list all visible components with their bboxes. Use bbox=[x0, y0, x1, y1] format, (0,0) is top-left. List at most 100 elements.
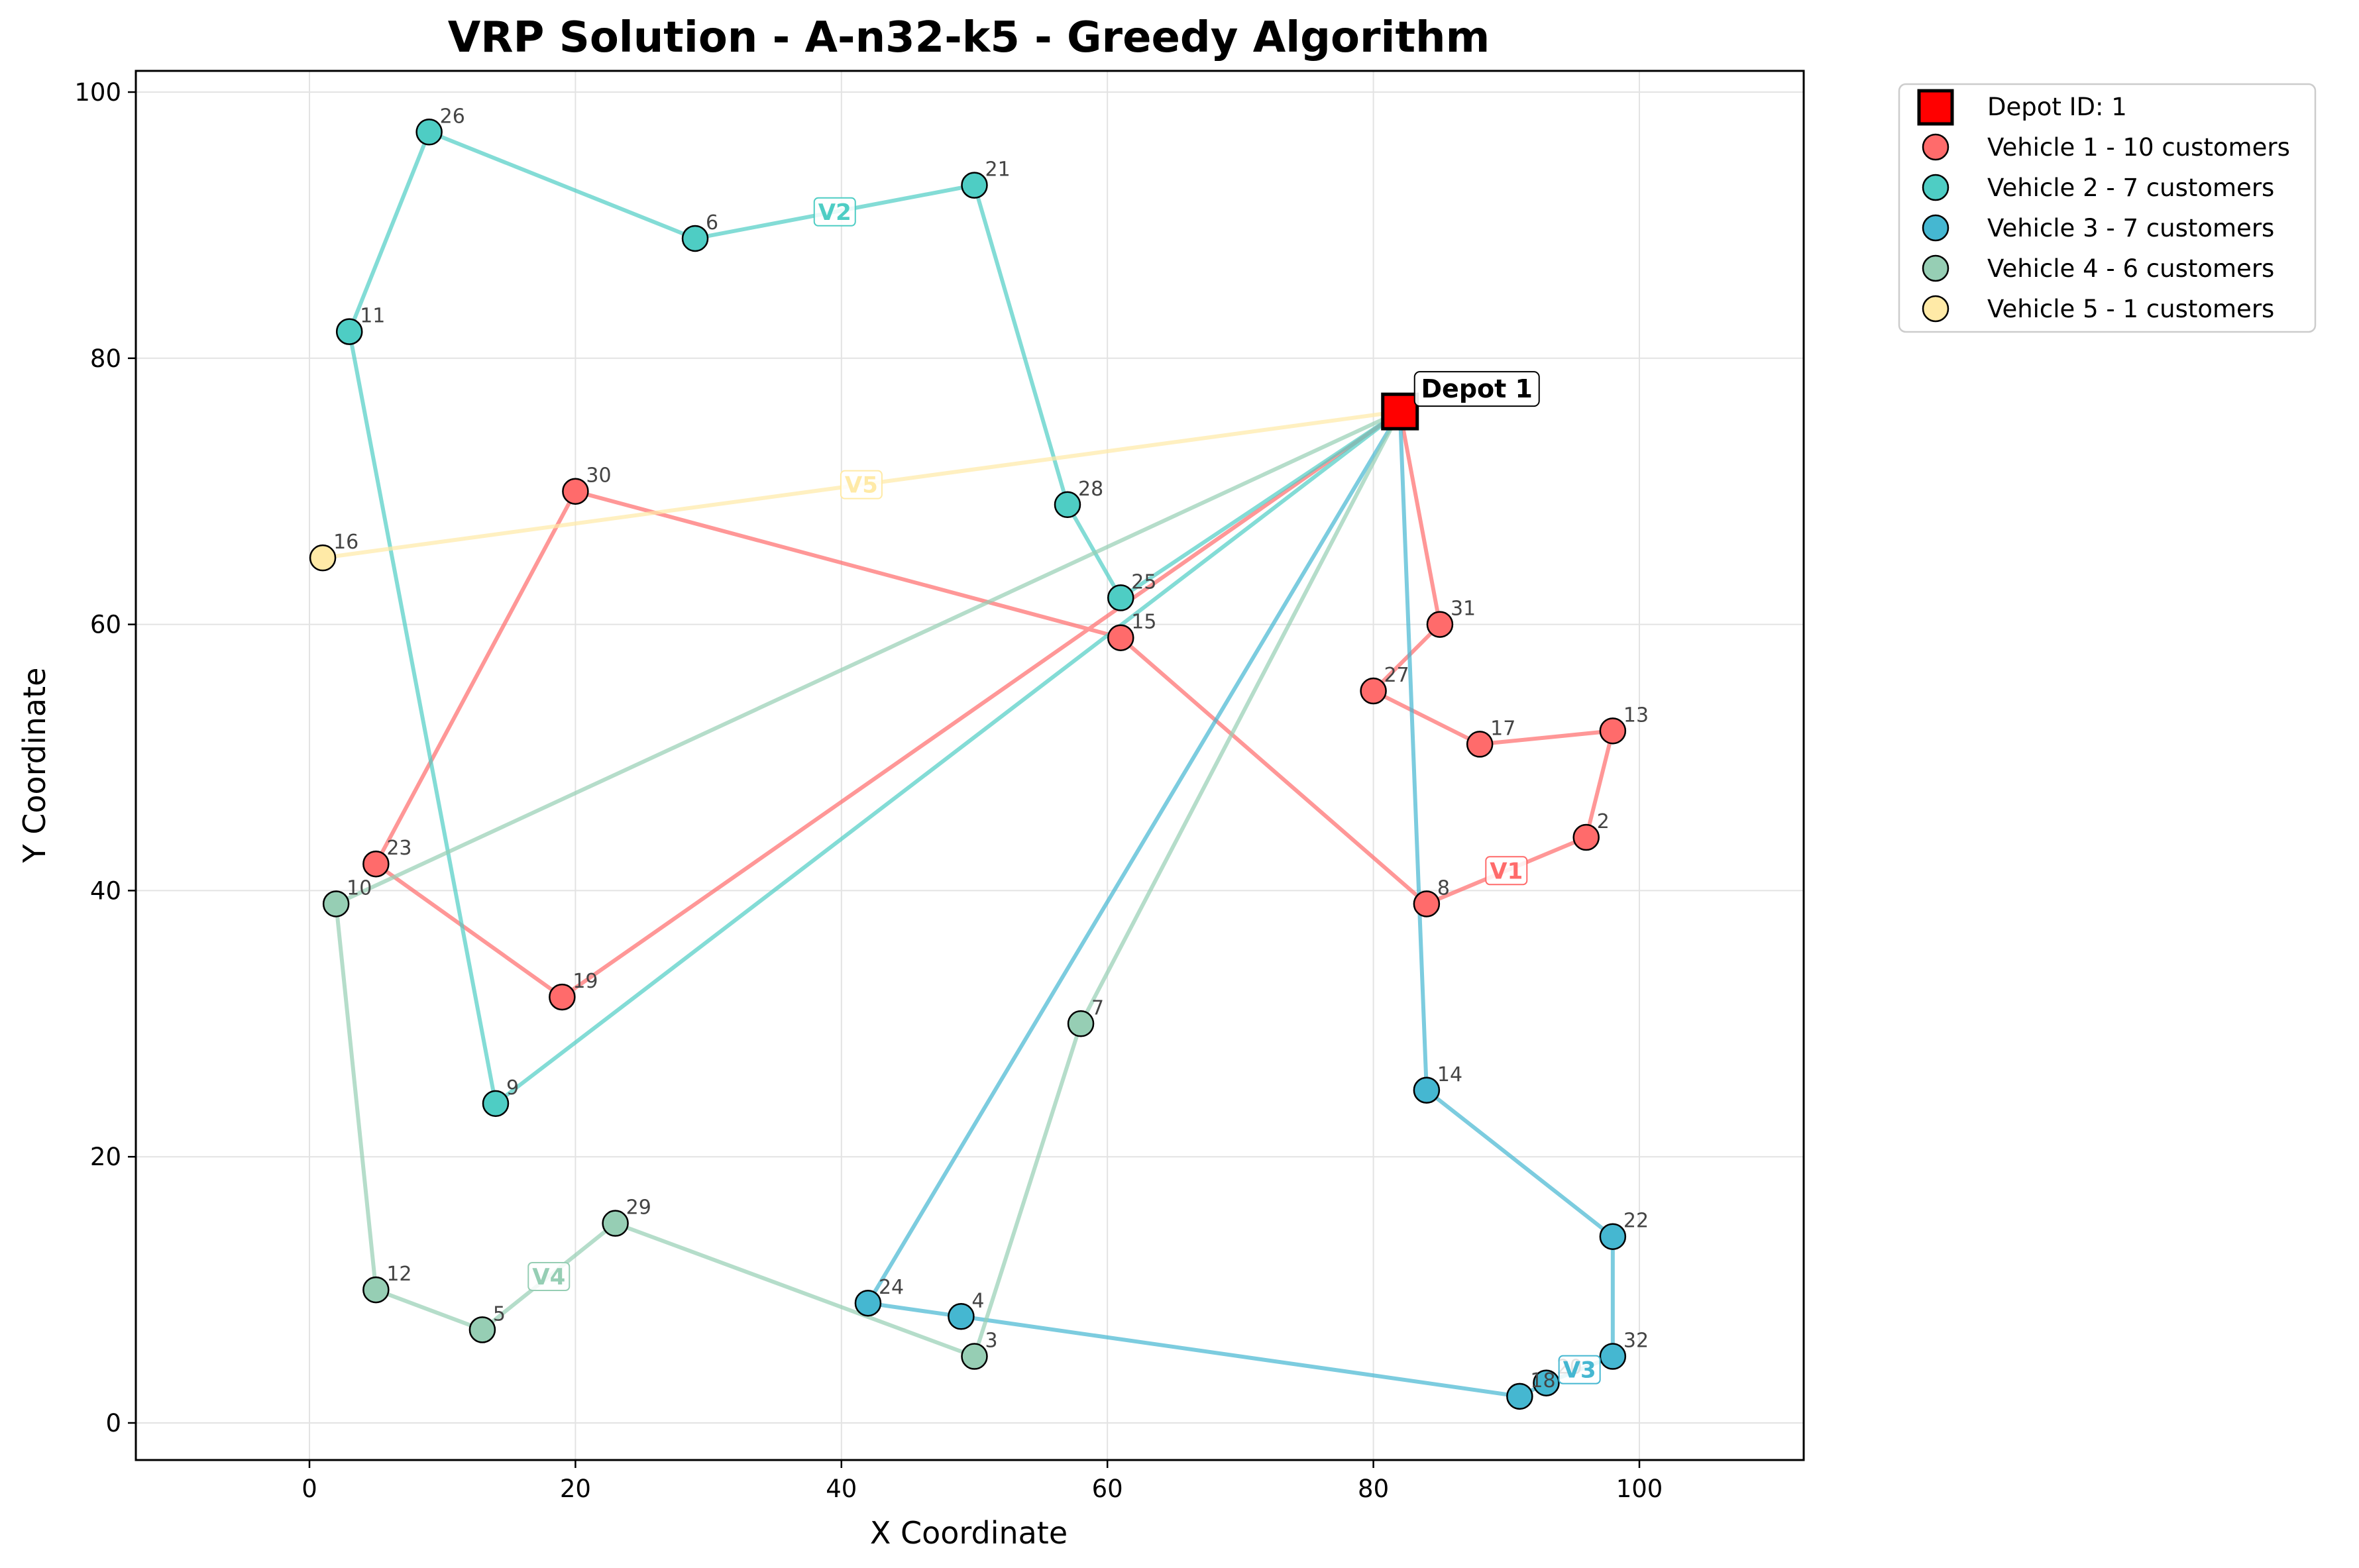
customer-id-label: 8 bbox=[1437, 876, 1450, 900]
customer-point bbox=[1466, 731, 1494, 758]
customer-id-label: 30 bbox=[586, 464, 611, 488]
customer-point bbox=[681, 225, 709, 252]
legend-entry-vehicle-4: Vehicle 4 - 6 customers bbox=[1987, 254, 2274, 283]
route-label-text: V5 bbox=[845, 472, 878, 499]
customer-id-label: 19 bbox=[573, 970, 598, 993]
customer-point bbox=[1360, 677, 1387, 705]
customer-point bbox=[1599, 1223, 1627, 1250]
customer-id-label: 9 bbox=[506, 1076, 519, 1100]
x-tick-label: 40 bbox=[826, 1475, 857, 1503]
legend-entry-vehicle-1: Vehicle 1 - 10 customers bbox=[1987, 133, 2290, 162]
route-label-box bbox=[1558, 1355, 1601, 1385]
route-label-vehicle-4: V4 bbox=[527, 1262, 571, 1292]
axis-ticks: 0 20 40 60 80 100 0 20 40 60 80 100 bbox=[74, 78, 1663, 1503]
customer-id-label: 32 bbox=[1623, 1330, 1649, 1353]
customer-point bbox=[1067, 1010, 1095, 1037]
customer-id-label: 5 bbox=[493, 1302, 506, 1326]
customer-point bbox=[309, 544, 337, 572]
customer-id-label: 31 bbox=[1451, 598, 1476, 621]
route-label-box bbox=[1485, 856, 1528, 886]
customer-point bbox=[1107, 584, 1134, 611]
route-label-box bbox=[840, 470, 883, 499]
legend-frame bbox=[1898, 83, 2317, 333]
customer-points bbox=[309, 119, 1627, 1410]
customer-id-label: 16 bbox=[333, 531, 358, 554]
legend-marker-vehicle-3 bbox=[1922, 214, 1949, 242]
route-label-box bbox=[527, 1262, 571, 1292]
customer-id-label: 11 bbox=[360, 305, 385, 328]
customer-id-label: 18 bbox=[1530, 1369, 1555, 1392]
customer-point bbox=[362, 850, 390, 878]
customer-id-label: 15 bbox=[1131, 611, 1156, 634]
route-label-box bbox=[813, 197, 856, 227]
y-tick-label: 0 bbox=[105, 1409, 121, 1437]
legend-entry-vehicle-3: Vehicle 3 - 7 customers bbox=[1987, 214, 2274, 242]
customer-id-label: 29 bbox=[626, 1196, 651, 1220]
x-tick-label: 0 bbox=[302, 1475, 317, 1503]
customer-point bbox=[1599, 1343, 1627, 1370]
customer-point bbox=[549, 983, 576, 1011]
customer-id-label: 14 bbox=[1437, 1063, 1462, 1086]
y-tick-label: 100 bbox=[74, 78, 121, 107]
y-tick-label: 60 bbox=[90, 611, 121, 639]
route-label-text: V1 bbox=[1490, 858, 1523, 884]
customer-point bbox=[362, 1276, 390, 1304]
customer-id-label: 25 bbox=[1131, 570, 1156, 594]
customer-point bbox=[961, 172, 988, 199]
depot-label-box bbox=[1413, 371, 1540, 407]
x-tick-label: 80 bbox=[1358, 1475, 1389, 1503]
customer-point bbox=[335, 318, 363, 345]
legend-marker-vehicle-2 bbox=[1922, 174, 1949, 201]
plot-frame bbox=[135, 70, 1805, 1461]
customer-id-label: 6 bbox=[706, 211, 718, 235]
customer-point bbox=[854, 1289, 882, 1317]
customer-id-label: 7 bbox=[1091, 996, 1104, 1019]
customer-id-label: 13 bbox=[1623, 704, 1649, 727]
customer-point bbox=[322, 890, 350, 917]
customer-id-label: 3 bbox=[985, 1330, 998, 1353]
customer-point bbox=[948, 1303, 975, 1330]
legend-marker-vehicle-5 bbox=[1922, 295, 1949, 323]
customer-point bbox=[468, 1316, 496, 1343]
depot-marker bbox=[1381, 392, 1419, 431]
customer-point bbox=[602, 1210, 629, 1237]
customer-point bbox=[482, 1090, 510, 1118]
legend: Depot ID: 1 Vehicle 1 - 10 customers Vehic… bbox=[1898, 83, 2317, 333]
customer-id-label: 2 bbox=[1597, 810, 1610, 833]
customer-point bbox=[562, 478, 589, 505]
route-label-vehicle-5: V5 bbox=[840, 470, 883, 499]
customer-id-label: 21 bbox=[985, 158, 1011, 182]
customer-id-label: 17 bbox=[1490, 717, 1515, 740]
customer-point bbox=[1533, 1369, 1560, 1396]
customer-point bbox=[961, 1343, 988, 1370]
customer-id-label: 28 bbox=[1078, 478, 1103, 501]
legend-depot-marker bbox=[1917, 89, 1954, 126]
customer-point bbox=[1599, 717, 1627, 745]
depot-label-text: Depot 1 bbox=[1421, 374, 1533, 403]
customer-id-label: 24 bbox=[879, 1276, 904, 1299]
customer-id-label: 23 bbox=[386, 837, 411, 860]
customer-point bbox=[1426, 611, 1454, 638]
customer-id-label: 10 bbox=[347, 876, 372, 900]
y-tick-label: 20 bbox=[90, 1143, 121, 1171]
route-label-vehicle-3: V3 bbox=[1558, 1355, 1601, 1385]
y-tick-label: 80 bbox=[90, 344, 121, 373]
route-label-text: V3 bbox=[1563, 1357, 1596, 1384]
route-label-text: V2 bbox=[818, 199, 851, 226]
legend-marker-vehicle-1 bbox=[1922, 133, 1949, 161]
customer-id-label: 22 bbox=[1623, 1210, 1649, 1233]
x-tick-label: 100 bbox=[1616, 1475, 1663, 1503]
legend-marker-vehicle-4 bbox=[1922, 254, 1949, 282]
node-labels: 312717132815302319V1252821626119V2142232… bbox=[333, 105, 1649, 1392]
x-tick-label: 60 bbox=[1092, 1475, 1123, 1503]
legend-entry-vehicle-2: Vehicle 2 - 7 customers bbox=[1987, 174, 2274, 202]
customer-point bbox=[1413, 890, 1441, 917]
customer-point bbox=[1054, 491, 1081, 519]
legend-entry-depot: Depot ID: 1 bbox=[1987, 93, 2127, 121]
customer-point bbox=[1107, 624, 1134, 651]
x-axis-label: X Coordinate bbox=[870, 1515, 1068, 1551]
customer-point bbox=[1506, 1383, 1533, 1410]
customer-point bbox=[1413, 1076, 1441, 1104]
y-tick-label: 40 bbox=[90, 876, 121, 905]
